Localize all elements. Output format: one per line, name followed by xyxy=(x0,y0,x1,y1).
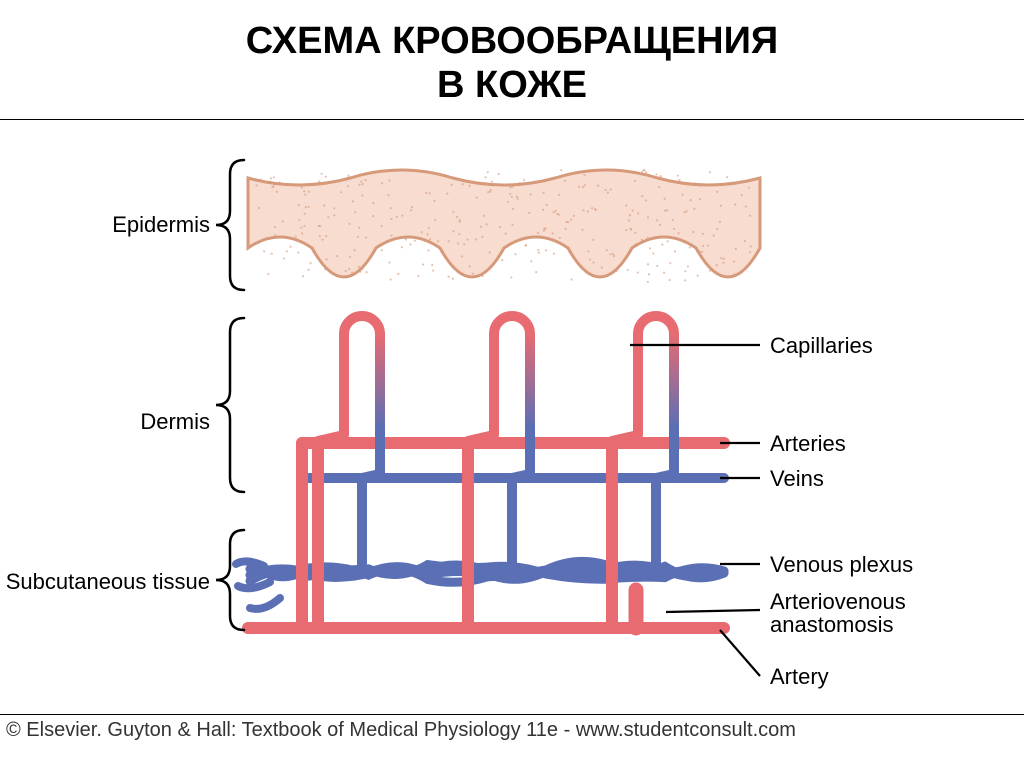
capillary-venous-limb xyxy=(362,334,380,478)
label-artery: Artery xyxy=(770,664,1020,690)
brace xyxy=(216,160,244,290)
label-dermis: Dermis xyxy=(0,409,210,435)
capillary-arch xyxy=(494,316,530,334)
capillary-arterial-limb xyxy=(318,334,344,441)
capillary-venous-limb xyxy=(656,334,674,478)
epidermis-shape xyxy=(248,169,760,283)
figure: Epidermis Dermis Subcutaneous tissue Cap… xyxy=(0,120,1024,748)
capillary-arterial-limb xyxy=(468,334,494,441)
page-title: СХЕМА КРОВООБРАЩЕНИЯ В КОЖЕ xyxy=(0,0,1024,107)
label-veins: Veins xyxy=(770,466,1020,492)
brace xyxy=(216,530,244,630)
leader-line xyxy=(720,630,760,676)
capillary-arch xyxy=(638,316,674,334)
label-venous-plexus: Venous plexus xyxy=(770,552,1020,578)
capillary-arch xyxy=(344,316,380,334)
title-line-1: СХЕМА КРОВООБРАЩЕНИЯ xyxy=(0,20,1024,64)
copyright: © Elsevier. Guyton & Hall: Textbook of M… xyxy=(0,714,1024,742)
label-epidermis: Epidermis xyxy=(0,212,210,238)
label-arteries: Arteries xyxy=(770,431,1020,457)
label-subcutaneous-tissue: Subcutaneous tissue xyxy=(0,569,210,595)
capillary-arterial-limb xyxy=(612,334,638,441)
title-line-2: В КОЖЕ xyxy=(0,64,1024,108)
capillary-venous-limb xyxy=(512,334,530,478)
leader-line xyxy=(666,610,760,612)
label-arteriovenous-anastomosis: Arteriovenousanastomosis xyxy=(770,590,1020,636)
label-capillaries: Capillaries xyxy=(770,333,1020,359)
brace xyxy=(216,318,244,492)
